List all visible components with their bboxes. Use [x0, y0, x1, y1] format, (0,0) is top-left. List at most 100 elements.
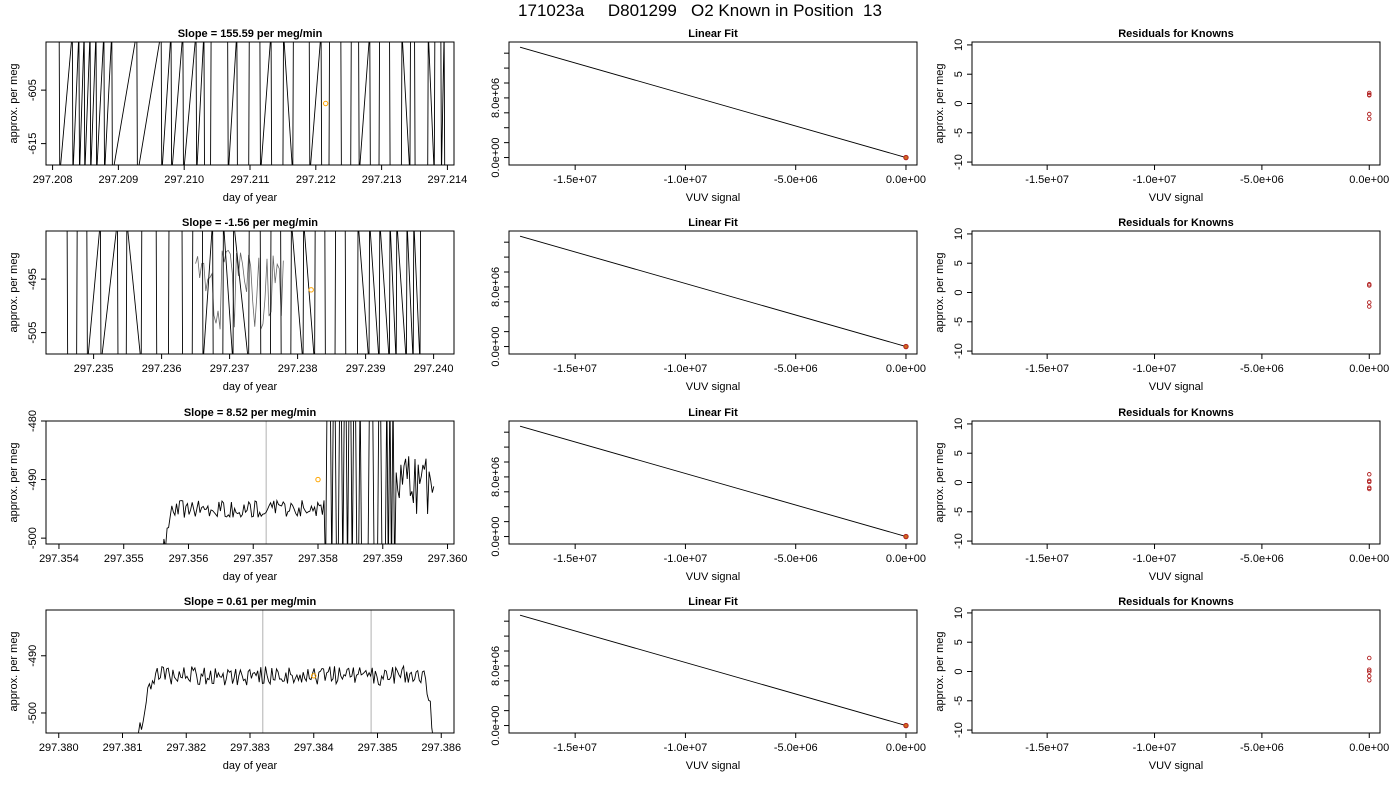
x-axis-label: VUV signal [1149, 571, 1203, 583]
x-tick-label: 297.214 [428, 174, 468, 186]
y-axis-label: approx. per meg [8, 442, 20, 522]
y-tick-label: 8.0e+06 [490, 78, 502, 118]
x-tick-label: -5.0e+06 [1240, 363, 1284, 375]
panel-title: Linear Fit [688, 217, 738, 229]
x-tick-label: -1.5e+07 [553, 174, 597, 186]
panel-frame [971, 420, 1381, 545]
fit-line [519, 614, 907, 726]
panel-fit-row3: Linear Fit -1.5e+07 -1.0e+07 -5.0e+06 0.0e+0… [490, 407, 926, 583]
panel-frame [971, 230, 1381, 355]
x-tick-label: -5.0e+06 [1240, 553, 1284, 565]
data-trace-wiggle [195, 249, 284, 330]
y-tick-label: -5 [953, 507, 965, 517]
x-tick-label: 297.355 [104, 553, 144, 565]
residual-point [1367, 667, 1372, 672]
panel-title: Linear Fit [688, 407, 738, 419]
y-tick-label: -5 [953, 128, 965, 138]
residual-point [1367, 93, 1372, 98]
y-axis-label: approx. per meg [8, 63, 20, 143]
panel-title: Residuals for Knowns [1118, 28, 1234, 40]
data-trace [163, 421, 435, 544]
y-tick-label: -505 [27, 322, 39, 344]
x-tick-label: 297.354 [39, 553, 79, 565]
panel-timeseries-row4: Slope = 0.61 per meg/min 297.380 297.381 29… [8, 596, 461, 772]
x-axis-label: VUV signal [686, 381, 740, 393]
panel-residuals-row1: Residuals for Knowns -1.5e+07 -1.0e+07 -5.0… [934, 28, 1389, 204]
fit-line [519, 46, 907, 158]
plot-area [519, 614, 909, 729]
x-tick-label: -1.0e+07 [1133, 363, 1177, 375]
x-axis-label: day of year [223, 381, 278, 393]
y-tick-label: 0.0e+00 [490, 706, 502, 746]
x-tick-label: 0.0e+00 [886, 363, 926, 375]
y-axis-label: approx. per meg [934, 63, 946, 143]
y-tick-label: 8.0e+06 [490, 457, 502, 497]
x-tick-label: 297.382 [166, 742, 206, 754]
panel-title: Slope = -1.56 per meg/min [182, 217, 318, 229]
x-tick-label: -5.0e+06 [774, 742, 818, 754]
plot-area [58, 42, 446, 165]
run-id: 171023a [518, 1, 585, 20]
x-tick-label: 297.358 [298, 553, 338, 565]
x-axis-label: VUV signal [686, 760, 740, 772]
y-tick-label: -10 [953, 722, 965, 738]
x-tick-label: 0.0e+00 [886, 174, 926, 186]
x-axis-label: VUV signal [1149, 760, 1203, 772]
x-tick-label: 297.380 [39, 742, 79, 754]
x-axis-label: VUV signal [1149, 192, 1203, 204]
y-tick-label: 0 [953, 100, 965, 106]
residual-point [1367, 111, 1372, 117]
panel-title: Residuals for Knowns [1118, 217, 1234, 229]
panel-title: Slope = 0.61 per meg/min [184, 596, 317, 608]
x-tick-label: 297.360 [428, 553, 468, 565]
x-tick-label: 297.383 [230, 742, 270, 754]
panel-title: Slope = 8.52 per meg/min [184, 407, 317, 419]
x-tick-label: -1.5e+07 [1025, 174, 1069, 186]
panel-fit-row2: Linear Fit -1.5e+07 -1.0e+07 -5.0e+06 0.0e+0… [490, 217, 926, 393]
y-axis-label: approx. per meg [934, 631, 946, 711]
panel-residuals-row2: Residuals for Knowns -1.5e+07 -1.0e+07 -5.0… [934, 217, 1389, 393]
fit-point [903, 722, 909, 729]
residual-point [1367, 479, 1372, 485]
y-tick-label: 10 [953, 418, 965, 430]
panel-frame [508, 420, 918, 545]
x-tick-label: 0.0e+00 [1349, 553, 1389, 565]
y-tick-label: 0.0e+00 [490, 517, 502, 557]
y-tick-label: 0 [953, 479, 965, 485]
x-tick-label: -1.0e+07 [664, 174, 708, 186]
x-tick-label: 0.0e+00 [1349, 363, 1389, 375]
y-tick-label: 10 [953, 228, 965, 240]
panel-title: Linear Fit [688, 596, 738, 608]
panel-frame [45, 420, 455, 545]
y-tick-label: -5 [953, 696, 965, 706]
panel-title: Residuals for Knowns [1118, 596, 1234, 608]
y-tick-label: 5 [953, 71, 965, 77]
y-tick-label: 0 [953, 289, 965, 295]
panel-frame [45, 230, 455, 355]
x-tick-label: -5.0e+06 [1240, 742, 1284, 754]
plot-area [519, 235, 909, 350]
x-tick-label: 0.0e+00 [886, 553, 926, 565]
plot-area [519, 425, 909, 540]
y-tick-label: 10 [953, 39, 965, 51]
x-tick-label: -5.0e+06 [1240, 174, 1284, 186]
y-axis-label: approx. per meg [8, 252, 20, 332]
y-tick-label: 10 [953, 607, 965, 619]
x-tick-label: -1.5e+07 [553, 742, 597, 754]
panel-residuals-row4: Residuals for Knowns -1.5e+07 -1.0e+07 -5.0… [934, 596, 1389, 772]
panel-title: Slope = 155.59 per meg/min [178, 28, 323, 40]
x-axis-label: VUV signal [686, 571, 740, 583]
y-tick-label: 8.0e+06 [490, 267, 502, 307]
data-trace [66, 231, 422, 354]
panel-fit-row4: Linear Fit -1.5e+07 -1.0e+07 -5.0e+06 0.0e+0… [490, 596, 926, 772]
x-tick-label: -1.0e+07 [664, 742, 708, 754]
residual-point [1367, 283, 1372, 288]
x-axis-label: VUV signal [1149, 381, 1203, 393]
panel-frame [45, 609, 455, 734]
x-tick-label: 0.0e+00 [886, 742, 926, 754]
fit-point [903, 533, 909, 540]
x-tick-label: -1.0e+07 [1133, 553, 1177, 565]
x-tick-label: 297.213 [362, 174, 402, 186]
y-tick-label: -500 [27, 702, 39, 724]
y-axis-label: approx. per meg [8, 631, 20, 711]
